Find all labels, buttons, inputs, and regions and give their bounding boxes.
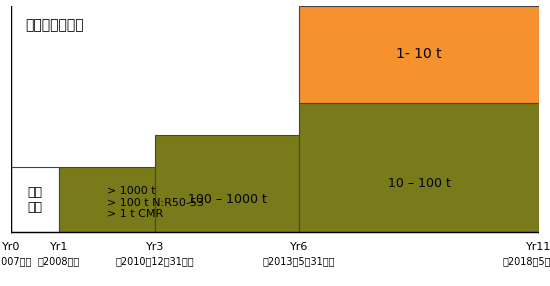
Bar xyxy=(59,167,155,232)
Text: 注册：截止日期: 注册：截止日期 xyxy=(25,19,84,33)
Text: （2008年）: （2008年） xyxy=(38,256,80,266)
Text: Yr1: Yr1 xyxy=(50,241,68,251)
Text: Yr3: Yr3 xyxy=(146,241,164,251)
Bar xyxy=(11,167,59,232)
Text: 100 – 1000 t: 100 – 1000 t xyxy=(188,193,266,206)
Text: Yr6: Yr6 xyxy=(290,241,308,251)
Text: 本署
成立: 本署 成立 xyxy=(28,186,42,214)
Text: Yr11: Yr11 xyxy=(526,241,550,251)
Text: （2013年5月31日）: （2013年5月31日） xyxy=(263,256,336,266)
Text: （2010年12月31日）: （2010年12月31日） xyxy=(116,256,194,266)
Bar xyxy=(299,103,539,232)
Text: Yr0: Yr0 xyxy=(2,241,20,251)
Text: （2018年5月31日）: （2018年5月31日） xyxy=(503,256,550,266)
Bar xyxy=(299,6,539,103)
Text: > 1000 t
> 100 t N:R50-53
> 1 t CMR: > 1000 t > 100 t N:R50-53 > 1 t CMR xyxy=(107,186,204,219)
Bar xyxy=(155,135,299,232)
Text: （2007年）: （2007年） xyxy=(0,256,32,266)
Text: 1- 10 t: 1- 10 t xyxy=(396,47,442,61)
Text: 10 – 100 t: 10 – 100 t xyxy=(388,177,450,190)
